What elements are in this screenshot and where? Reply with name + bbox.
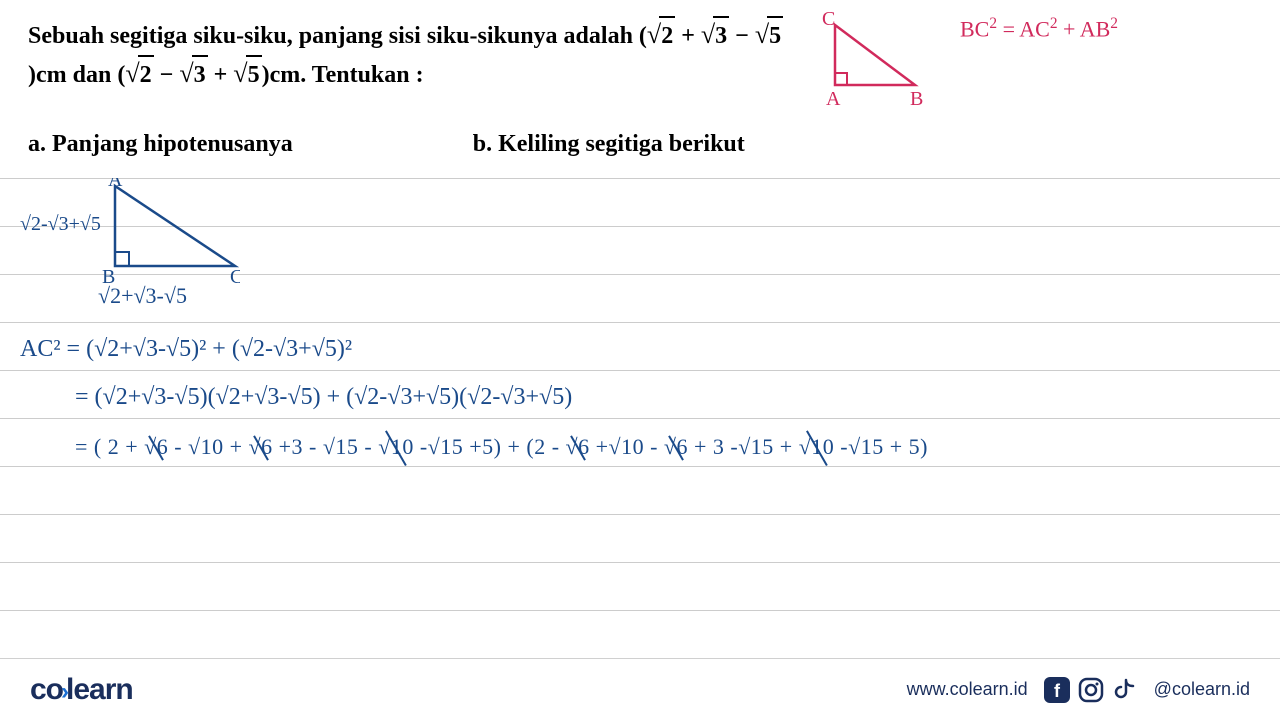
footer: co›learn www.colearn.id f @colearn.id bbox=[0, 658, 1280, 720]
logo-learn: learn bbox=[66, 673, 133, 706]
svg-text:f: f bbox=[1054, 681, 1061, 701]
label-A2: A bbox=[108, 178, 123, 191]
label-C: C bbox=[822, 10, 835, 30]
question-b: b. Keliling segitiga berikut bbox=[473, 131, 745, 158]
question-a: a. Panjang hipotenusanya bbox=[28, 131, 293, 158]
social-handle: @colearn.id bbox=[1154, 679, 1250, 700]
side-label-1: √2-√3+√5 bbox=[20, 213, 101, 236]
equation-1: AC² = (√2+√3-√5)² + (√2-√3+√5)² bbox=[20, 336, 352, 363]
triangle-diagram-red: C A B bbox=[820, 10, 940, 115]
tiktok-icon bbox=[1112, 677, 1138, 703]
equation-2: = (√2+√3-√5)(√2+√3-√5) + (√2-√3+√5)(√2-√… bbox=[75, 384, 572, 411]
problem-prefix: Sebuah segitiga siku-siku, panjang sisi … bbox=[28, 23, 633, 49]
website-url: www.colearn.id bbox=[907, 679, 1028, 700]
pythagoras-formula: BC2 = AC2 + AB2 bbox=[960, 15, 1118, 42]
triangle-svg-red: C A B bbox=[820, 10, 940, 110]
expr-connector: cm dan bbox=[36, 62, 111, 88]
logo-co: co bbox=[30, 673, 63, 706]
label-C2: C bbox=[230, 266, 240, 288]
label-B: B bbox=[910, 88, 923, 110]
label-A: A bbox=[826, 88, 841, 110]
problem-statement: Sebuah segitiga siku-siku, panjang sisi … bbox=[28, 15, 818, 93]
instagram-icon bbox=[1078, 677, 1104, 703]
expr2: (√2 − √3 + √5) bbox=[117, 62, 269, 88]
questions-row: a. Panjang hipotenusanya b. Keliling seg… bbox=[28, 131, 1252, 158]
side-label-2: √2+√3-√5 bbox=[98, 283, 187, 309]
problem-suffix: cm. Tentukan : bbox=[270, 62, 424, 88]
equation-3: = ( 2 + √6 - √10 + √6 +3 - √15 - √10 -√1… bbox=[75, 434, 928, 460]
footer-right: www.colearn.id f @colearn.id bbox=[907, 677, 1250, 703]
facebook-icon: f bbox=[1044, 677, 1070, 703]
logo: co›learn bbox=[30, 673, 133, 707]
social-icons: f bbox=[1044, 677, 1138, 703]
